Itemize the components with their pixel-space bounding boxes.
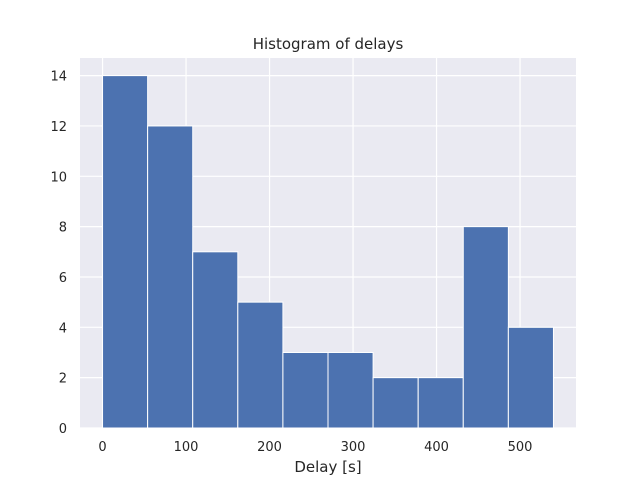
histogram-bar: [102, 75, 149, 429]
x-tick-label: 200: [257, 440, 282, 455]
x-tick-label: 400: [424, 440, 449, 455]
histogram-bar: [327, 351, 374, 429]
y-tick-label: 2: [59, 372, 67, 387]
y-tick-label: 12: [50, 120, 67, 135]
histogram-bar: [462, 226, 509, 429]
y-tick-label: 6: [59, 271, 67, 286]
x-tick-label: 300: [341, 440, 366, 455]
histogram-bar: [372, 377, 419, 429]
y-tick-label: 0: [59, 422, 67, 437]
chart-title: Histogram of delays: [253, 35, 404, 53]
histogram-bar: [282, 351, 329, 429]
y-tick-label: 10: [50, 170, 67, 185]
histogram-bar: [417, 377, 464, 429]
x-axis-ticks: 0 100 200 300 400 500: [98, 440, 532, 455]
y-tick-label: 8: [59, 221, 67, 236]
histogram-bars: [102, 75, 554, 429]
x-tick-label: 0: [98, 440, 106, 455]
histogram-bar: [147, 125, 194, 429]
y-axis-ticks: 0 2 4 6 8 10 12 14: [50, 70, 67, 437]
histogram-bar: [192, 251, 239, 429]
x-tick-label: 100: [174, 440, 199, 455]
x-axis-label: Delay [s]: [294, 458, 361, 476]
histogram-bar: [237, 301, 284, 429]
y-tick-label: 14: [50, 70, 67, 85]
histogram-bar: [507, 326, 554, 429]
y-tick-label: 4: [59, 321, 67, 336]
x-tick-label: 500: [508, 440, 533, 455]
